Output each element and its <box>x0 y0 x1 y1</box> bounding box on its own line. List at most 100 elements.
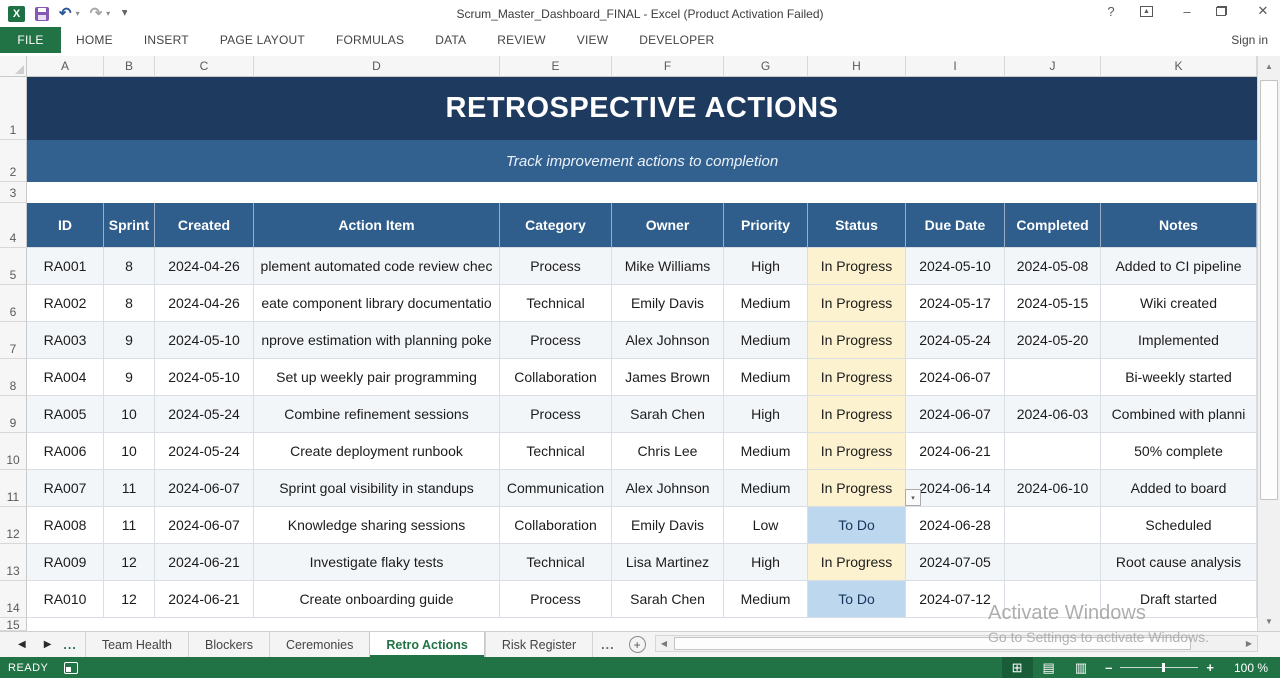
table-cell[interactable]: Bi-weekly started <box>1101 359 1257 396</box>
table-cell[interactable]: Medium <box>724 285 808 322</box>
table-header-action-item[interactable]: Action Item <box>254 203 500 248</box>
table-cell[interactable]: Knowledge sharing sessions <box>254 507 500 544</box>
table-cell[interactable]: 2024-05-24 <box>155 396 254 433</box>
sheet-tab-retro-actions[interactable]: Retro Actions <box>369 632 485 657</box>
table-header-id[interactable]: ID <box>27 203 104 248</box>
table-cell[interactable]: Wiki created <box>1101 285 1257 322</box>
table-cell[interactable]: 11 <box>104 507 155 544</box>
table-cell[interactable]: 2024-06-14 <box>906 470 1005 507</box>
column-header-A[interactable]: A <box>27 56 104 77</box>
table-cell[interactable]: RA010 <box>27 581 104 618</box>
restore-button[interactable] <box>1216 6 1234 16</box>
column-header-C[interactable]: C <box>155 56 254 77</box>
row-header-2[interactable]: 2 <box>0 140 27 182</box>
ribbon-tab-home[interactable]: HOME <box>76 33 113 47</box>
ribbon-tab-insert[interactable]: INSERT <box>143 33 189 47</box>
table-cell[interactable]: 2024-06-07 <box>906 359 1005 396</box>
column-header-G[interactable]: G <box>724 56 808 77</box>
table-cell[interactable]: Sarah Chen <box>612 581 724 618</box>
horizontal-scrollbar[interactable]: ◀ ▶ <box>655 635 1258 652</box>
status-dropdown-button[interactable]: ▾ <box>905 489 921 506</box>
table-cell[interactable]: 2024-05-24 <box>155 433 254 470</box>
table-cell[interactable]: 2024-04-26 <box>155 248 254 285</box>
table-cell[interactable]: Technical <box>500 433 612 470</box>
table-cell[interactable]: RA006 <box>27 433 104 470</box>
sheet-tab-team-health[interactable]: Team Health <box>84 632 188 657</box>
table-cell[interactable]: Process <box>500 248 612 285</box>
undo-button[interactable]: ↶ <box>59 5 72 22</box>
table-cell[interactable]: 2024-06-07 <box>906 396 1005 433</box>
zoom-out-button[interactable]: – <box>1105 660 1113 675</box>
scroll-left-arrow-icon[interactable]: ◀ <box>660 639 668 648</box>
table-cell[interactable] <box>1005 581 1101 618</box>
table-header-category[interactable]: Category <box>500 203 612 248</box>
table-cell[interactable]: Collaboration <box>500 359 612 396</box>
row-header-1[interactable]: 1 <box>0 77 27 140</box>
table-header-status[interactable]: Status <box>808 203 906 248</box>
table-cell[interactable] <box>1005 507 1101 544</box>
table-cell[interactable]: Medium <box>724 470 808 507</box>
table-cell[interactable]: RA001 <box>27 248 104 285</box>
table-cell[interactable]: Added to board <box>1101 470 1257 507</box>
table-cell[interactable]: In Progress <box>808 544 906 581</box>
new-sheet-button[interactable]: + <box>628 636 646 653</box>
vertical-scrollbar-thumb[interactable] <box>1260 80 1278 500</box>
table-cell[interactable]: Emily Davis <box>612 507 724 544</box>
table-cell[interactable]: 9 <box>104 359 155 396</box>
table-cell[interactable]: In Progress <box>808 248 906 285</box>
table-cell[interactable]: Mike Williams <box>612 248 724 285</box>
table-cell[interactable]: Added to CI pipeline <box>1101 248 1257 285</box>
redo-button[interactable]: ↷ <box>89 5 103 22</box>
column-header-F[interactable]: F <box>612 56 724 77</box>
table-cell[interactable]: Scheduled <box>1101 507 1257 544</box>
table-header-created[interactable]: Created <box>155 203 254 248</box>
table-cell[interactable]: In Progress <box>808 285 906 322</box>
row-header-7[interactable]: 7 <box>0 322 27 359</box>
minimize-button[interactable]: – <box>1183 3 1191 19</box>
table-cell[interactable]: In Progress <box>808 322 906 359</box>
table-cell[interactable]: 2024-05-17 <box>906 285 1005 322</box>
table-cell[interactable]: 2024-06-28 <box>906 507 1005 544</box>
table-cell[interactable]: 12 <box>104 581 155 618</box>
macro-record-icon[interactable] <box>64 661 79 674</box>
table-cell[interactable]: 2024-06-21 <box>155 544 254 581</box>
table-cell[interactable]: RA002 <box>27 285 104 322</box>
table-cell[interactable]: In Progress <box>808 433 906 470</box>
table-cell[interactable]: Sprint goal visibility in standups <box>254 470 500 507</box>
tab-scroll-left-icon[interactable]: ◀ <box>18 639 26 650</box>
table-cell[interactable]: plement automated code review chec <box>254 248 500 285</box>
table-cell[interactable]: 2024-05-24 <box>906 322 1005 359</box>
table-cell[interactable]: High <box>724 396 808 433</box>
help-button[interactable]: ? <box>1107 3 1115 19</box>
table-cell[interactable]: Set up weekly pair programming <box>254 359 500 396</box>
table-cell[interactable]: Root cause analysis <box>1101 544 1257 581</box>
table-cell[interactable]: In Progress <box>808 396 906 433</box>
table-cell[interactable]: Lisa Martinez <box>612 544 724 581</box>
page-layout-view-button[interactable]: ▤ <box>1042 659 1055 675</box>
close-button[interactable]: ✕ <box>1257 3 1269 18</box>
table-cell[interactable]: Investigate flaky tests <box>254 544 500 581</box>
table-cell[interactable]: Medium <box>724 433 808 470</box>
tab-overflow-right[interactable]: ... <box>601 637 615 652</box>
table-header-owner[interactable]: Owner <box>612 203 724 248</box>
table-cell[interactable] <box>1005 359 1101 396</box>
redo-dropdown-caret-icon[interactable]: ▾ <box>106 9 111 18</box>
table-cell[interactable]: High <box>724 544 808 581</box>
row-header-15[interactable]: 15 <box>0 618 27 631</box>
table-cell[interactable] <box>1005 544 1101 581</box>
row-header-8[interactable]: 8 <box>0 359 27 396</box>
table-cell[interactable]: Medium <box>724 322 808 359</box>
table-cell[interactable]: Medium <box>724 581 808 618</box>
table-cell[interactable]: 2024-06-21 <box>155 581 254 618</box>
ribbon-tab-developer[interactable]: DEVELOPER <box>639 33 715 47</box>
row-header-10[interactable]: 10 <box>0 433 27 470</box>
table-cell[interactable]: Combined with planni <box>1101 396 1257 433</box>
table-cell[interactable]: James Brown <box>612 359 724 396</box>
table-cell[interactable]: 2024-05-20 <box>1005 322 1101 359</box>
table-cell[interactable]: 11 <box>104 470 155 507</box>
tab-overflow-left[interactable]: ... <box>63 637 77 652</box>
table-cell[interactable]: To Do <box>808 507 906 544</box>
table-cell[interactable]: nprove estimation with planning poke <box>254 322 500 359</box>
table-cell[interactable]: Technical <box>500 544 612 581</box>
sheet-tab-risk-register[interactable]: Risk Register <box>484 632 594 657</box>
